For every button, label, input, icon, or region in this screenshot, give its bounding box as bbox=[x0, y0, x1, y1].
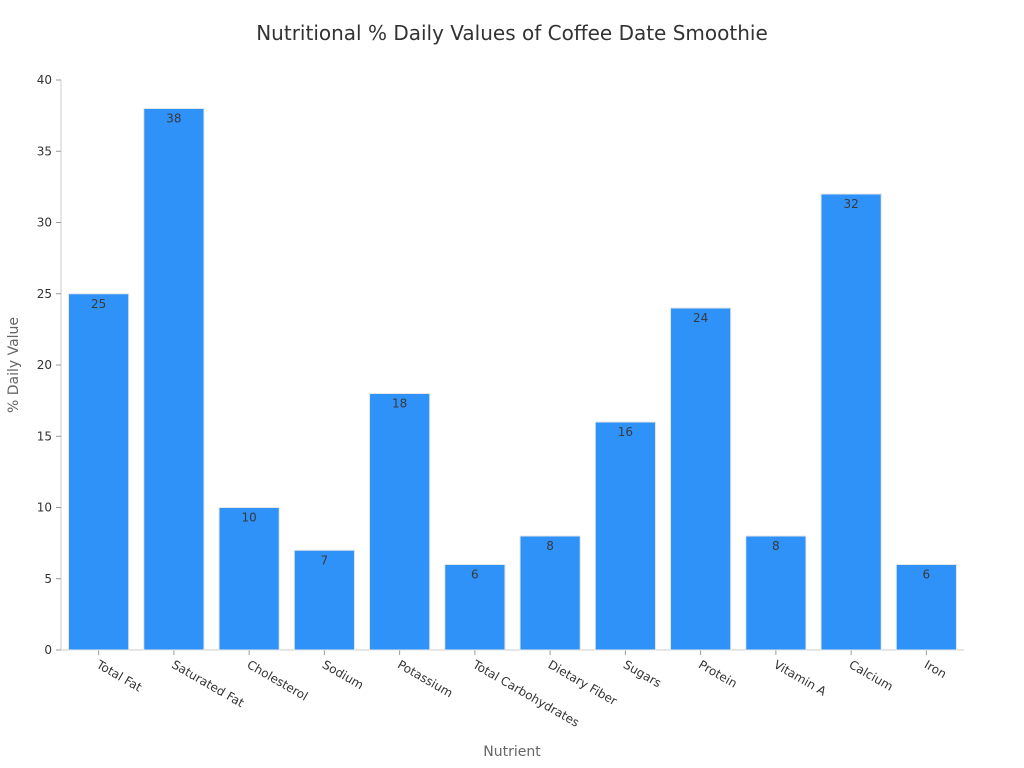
bar-value-label: 10 bbox=[241, 511, 256, 525]
bar-value-label: 7 bbox=[321, 553, 329, 567]
x-tick-label: Saturated Fat bbox=[169, 657, 246, 710]
bar[interactable] bbox=[670, 307, 732, 651]
bar[interactable] bbox=[218, 507, 280, 651]
bar[interactable] bbox=[820, 193, 882, 651]
bar-value-label: 8 bbox=[546, 539, 554, 553]
y-tick-label: 30 bbox=[37, 216, 52, 230]
y-tick-label: 0 bbox=[44, 643, 52, 657]
x-tick-label: Protein bbox=[696, 657, 739, 690]
y-tick-label: 40 bbox=[37, 73, 52, 87]
x-tick-label: Sugars bbox=[621, 657, 664, 690]
bar[interactable] bbox=[594, 421, 656, 651]
x-axis-title: Nutrient bbox=[483, 744, 541, 760]
x-tick-label: Calcium bbox=[847, 657, 896, 693]
y-tick-label: 5 bbox=[44, 572, 52, 586]
bar-value-label: 6 bbox=[923, 568, 931, 582]
bars-group: 25 38 10 7 18 6 8 16 24 8 32 6 bbox=[68, 108, 957, 651]
x-tick-label: Cholesterol bbox=[245, 657, 311, 703]
bar-value-label: 32 bbox=[843, 197, 858, 211]
y-tick-label: 10 bbox=[37, 501, 52, 515]
bar[interactable] bbox=[444, 564, 506, 651]
y-axis: 0 5 10 15 20 25 30 35 40 bbox=[37, 73, 62, 657]
y-tick-label: 35 bbox=[37, 144, 52, 158]
x-tick-label: Dietary Fiber bbox=[546, 657, 620, 708]
chart-title: Nutritional % Daily Values of Coffee Dat… bbox=[256, 21, 768, 45]
bar[interactable] bbox=[68, 293, 130, 651]
y-tick-label: 20 bbox=[37, 358, 52, 372]
bar[interactable] bbox=[369, 393, 431, 651]
bar-value-label: 25 bbox=[91, 297, 106, 311]
bar-value-label: 38 bbox=[166, 112, 181, 126]
bar[interactable] bbox=[895, 564, 957, 651]
bar-value-label: 24 bbox=[693, 311, 708, 325]
y-tick-label: 15 bbox=[37, 429, 52, 443]
bar-value-label: 8 bbox=[772, 539, 780, 553]
y-axis-title: % Daily Value bbox=[6, 317, 22, 413]
x-tick-label: Sodium bbox=[320, 657, 366, 692]
bar-value-label: 18 bbox=[392, 397, 407, 411]
bar[interactable] bbox=[293, 549, 355, 651]
bar[interactable] bbox=[143, 108, 205, 651]
bar[interactable] bbox=[519, 535, 581, 651]
x-tick-label: Vitamin A bbox=[771, 657, 829, 699]
x-tick-label: Total Fat bbox=[93, 657, 144, 695]
y-tick-label: 25 bbox=[37, 287, 52, 301]
x-tick-label: Iron bbox=[922, 657, 949, 681]
x-tick-label: Potassium bbox=[395, 657, 455, 700]
bar[interactable] bbox=[745, 535, 807, 651]
bar-value-label: 6 bbox=[471, 568, 479, 582]
bar-value-label: 16 bbox=[618, 425, 633, 439]
